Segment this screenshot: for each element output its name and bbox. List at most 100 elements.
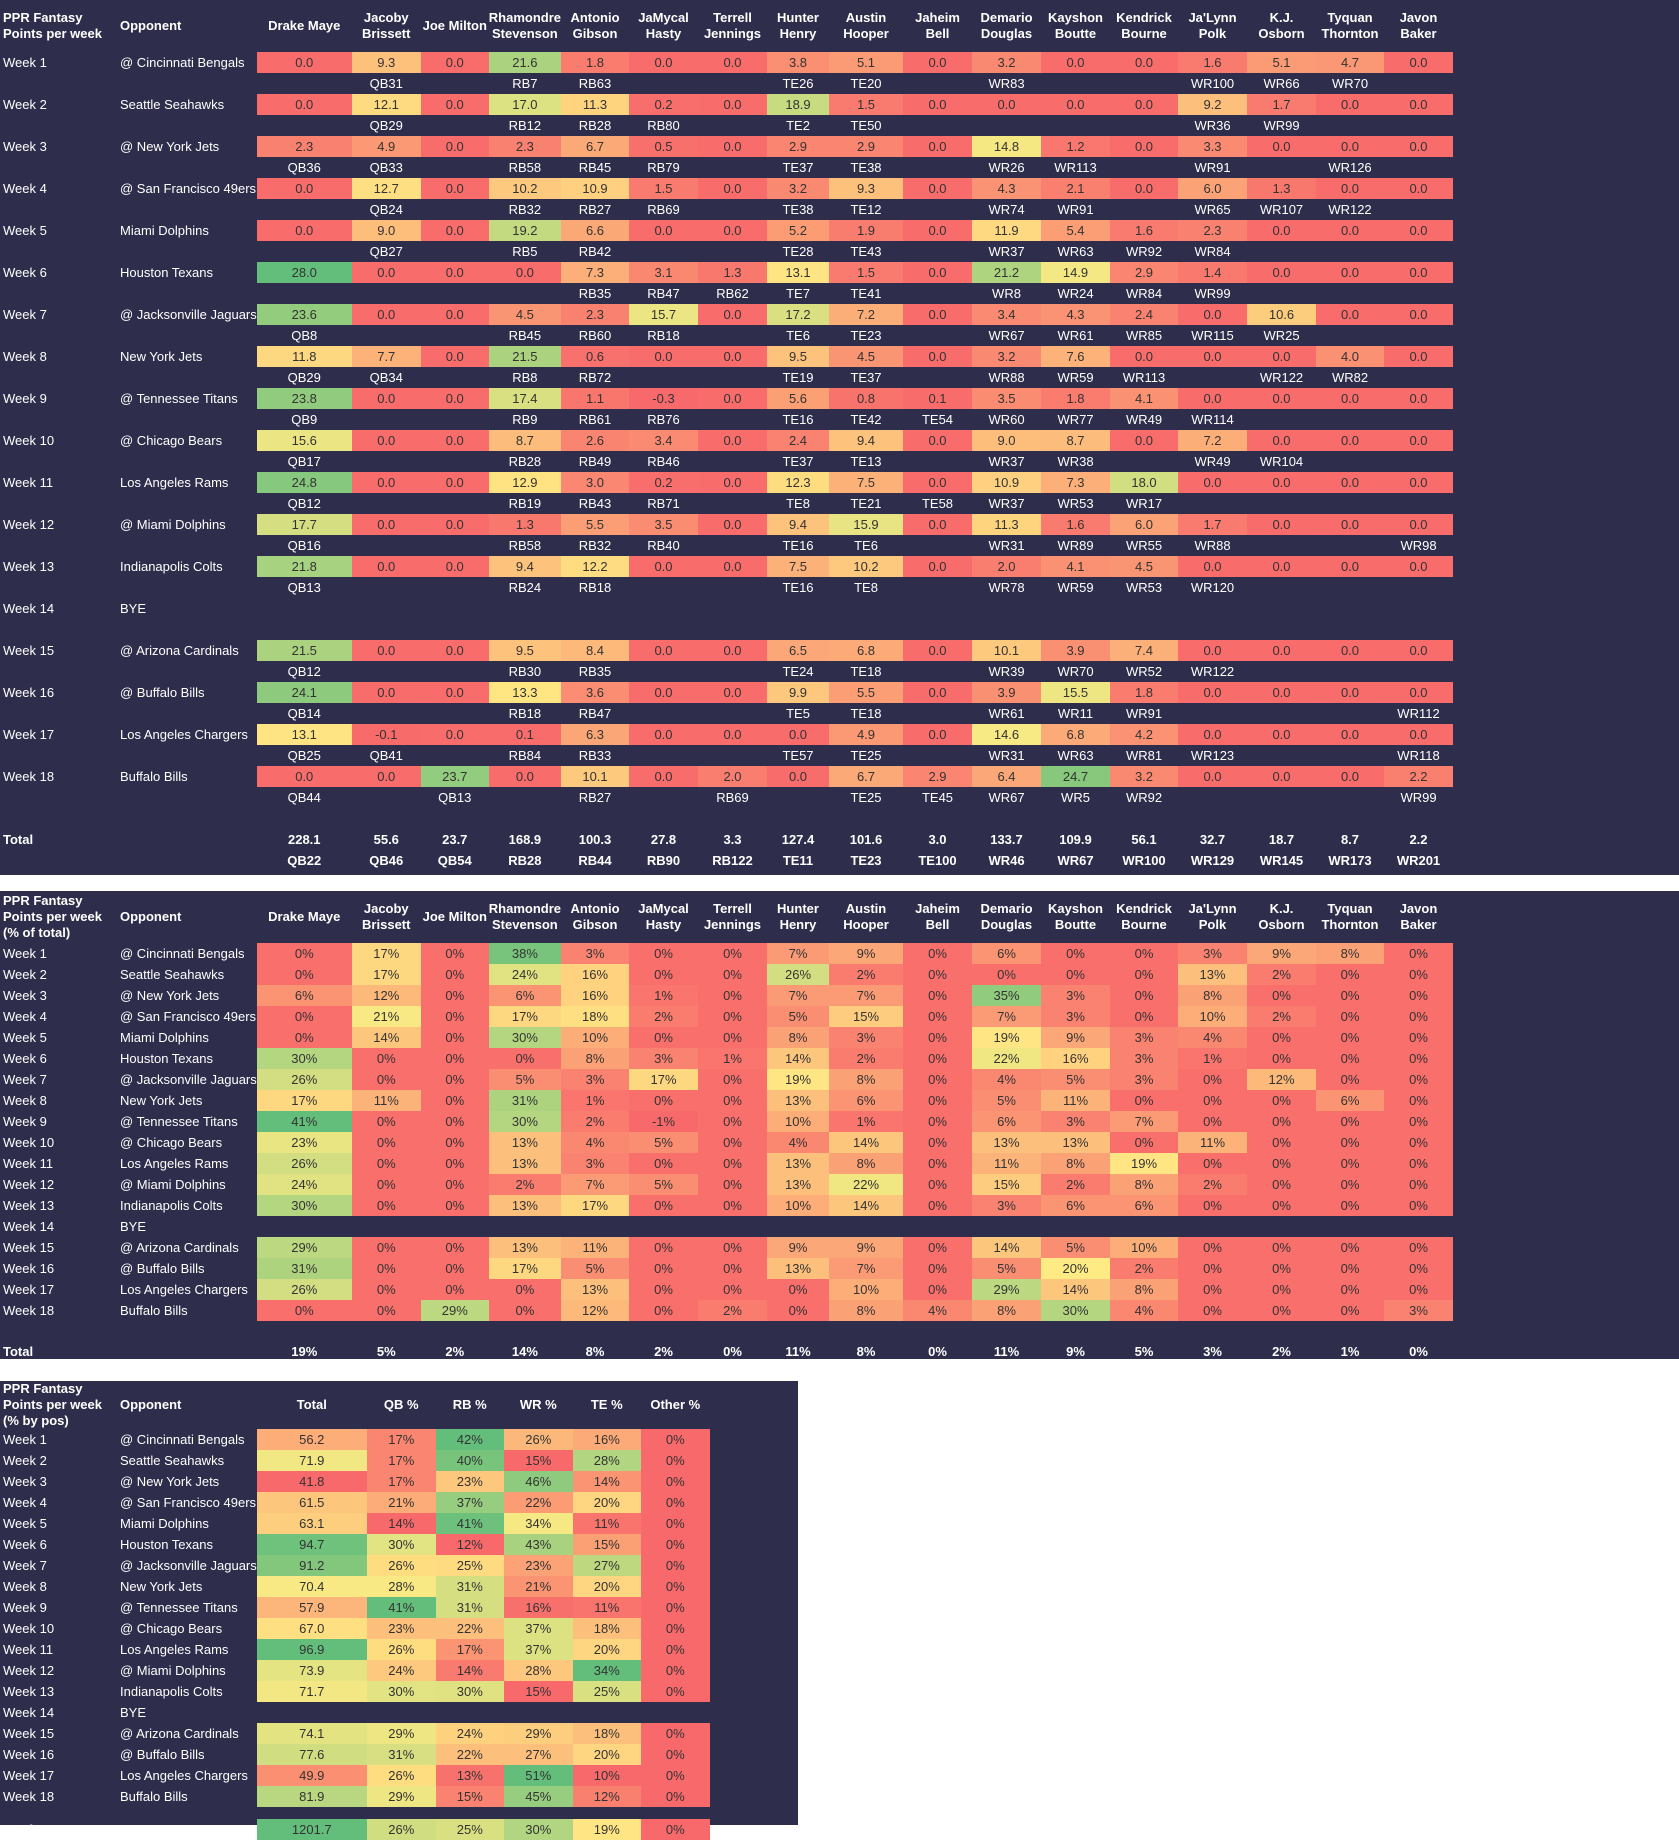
- rank-cell: QB44: [287, 790, 321, 805]
- empty-cell: [421, 1321, 489, 1341]
- percent-cell: 0%: [1316, 1132, 1384, 1153]
- points-cell: 2.9: [1110, 262, 1178, 283]
- rank-cell: WR113: [1054, 160, 1097, 175]
- opponent-label: @ Buffalo Bills: [120, 1747, 205, 1762]
- points-cell: 10.6: [1247, 304, 1316, 325]
- empty-cell: [117, 199, 257, 220]
- empty-cell: [0, 157, 117, 178]
- rank-cell: RB40: [647, 538, 680, 553]
- points-cell: 0.0: [351, 388, 421, 409]
- percent-cell: 31%: [488, 1090, 561, 1111]
- percent-cell: 0%: [903, 1090, 972, 1111]
- points-cell: 0.8: [829, 388, 903, 409]
- table-row: Week 7 @ Jacksonville Jaguars 91.2 26% 25% 23…: [0, 1555, 710, 1576]
- percent-cell: 0%: [903, 1048, 972, 1069]
- position-cell: 57.9: [256, 1597, 367, 1618]
- percent-cell: 0%: [903, 1006, 972, 1027]
- player-header-k-j-osborn: K.J. Osborn: [1258, 10, 1305, 41]
- points-cell: 0.6: [561, 346, 629, 367]
- percent-cell: 0%: [420, 943, 489, 964]
- percent-cell: 17%: [351, 943, 421, 964]
- opponent-label: @ Arizona Cardinals: [120, 1726, 239, 1741]
- empty-cell: [117, 577, 257, 598]
- empty-cell: [0, 73, 117, 94]
- percent-cell: 4%: [972, 1069, 1041, 1090]
- rank-cell: [1384, 283, 1453, 304]
- percent-cell: 0%: [1384, 1153, 1453, 1174]
- points-cell: 0.0: [420, 682, 489, 703]
- table-row: Week 10 @ Chicago Bears 67.0 23% 22% 37% 18% 0%: [0, 1618, 710, 1639]
- percent-cell: 16%: [561, 985, 629, 1006]
- percent-cell: 21%: [351, 1006, 421, 1027]
- table-row: Week 15 @ Arizona Cardinals 74.1 29% 24% 29% 1…: [0, 1723, 710, 1744]
- points-cell: 7.2: [1178, 430, 1247, 451]
- position-cell: 22%: [503, 1492, 573, 1513]
- points-cell: 28.0: [256, 262, 352, 283]
- percent-cell: 8%: [1041, 1153, 1110, 1174]
- rank-cell: RB7: [512, 76, 538, 91]
- points-cell: 12.1: [351, 94, 421, 115]
- week-label: Week 17: [3, 1282, 55, 1297]
- rank-cell: WR120: [1190, 580, 1235, 595]
- rank-cell: WR25: [1263, 328, 1300, 343]
- rank-cell: [421, 367, 489, 388]
- percent-cell: 5%: [1041, 1069, 1110, 1090]
- percent-cell: 13%: [488, 1195, 561, 1216]
- empty-cell: [1041, 619, 1110, 640]
- rank-cell: WR89: [1057, 538, 1094, 553]
- points-cell: -0.1: [351, 724, 421, 745]
- rank-cell: RB24: [508, 580, 542, 595]
- rank-cell: WR78: [988, 580, 1025, 595]
- percent-cell: 0%: [351, 1069, 421, 1090]
- points-cell: 0.0: [1247, 556, 1316, 577]
- percent-cell: 19%: [972, 1027, 1041, 1048]
- rank-cell: [1110, 451, 1178, 472]
- player-header-joe-milton: Joe Milton: [422, 18, 487, 33]
- percent-cell: 3%: [1110, 1069, 1178, 1090]
- player-header-kendrick-bourne: Kendrick Bourne: [1116, 10, 1172, 41]
- position-cell: 22%: [435, 1744, 504, 1765]
- rank-cell: TE20: [850, 76, 882, 91]
- opponent-label: Houston Texans: [120, 265, 213, 280]
- points-cell: 0.0: [698, 136, 767, 157]
- table-row: Week 5 Miami Dolphins 0% 14% 0% 30% 10% 0% 0% 8% 3…: [0, 1027, 1453, 1048]
- opponent-label: Houston Texans: [120, 1051, 213, 1066]
- percent-cell: 2%: [1247, 964, 1316, 985]
- points-cell: 1.3: [488, 514, 561, 535]
- rank-cell: [903, 661, 972, 682]
- rank-cell: WR82: [1331, 370, 1369, 385]
- opponent-label: Los Angeles Rams: [120, 1156, 229, 1171]
- percent-cell: 11%: [1041, 1090, 1110, 1111]
- rank-cell: WR99: [1263, 118, 1300, 133]
- rank-cell: [903, 577, 972, 598]
- opponent-label: @ Cincinnati Bengals: [120, 1432, 245, 1447]
- percent-cell: 3%: [561, 1069, 629, 1090]
- percent-cell: 5%: [561, 1258, 629, 1279]
- percent-cell: 38%: [488, 943, 561, 964]
- rank-cell: QB24: [369, 202, 403, 217]
- rank-cell: RB28: [508, 454, 542, 469]
- points-cell: 0.0: [1110, 136, 1178, 157]
- position-cell: 61.5: [256, 1492, 367, 1513]
- points-cell: 1.9: [829, 220, 903, 241]
- empty-cell: [352, 598, 421, 619]
- rank-cell: RB32: [508, 202, 542, 217]
- points-cell: 0.0: [1316, 766, 1384, 787]
- empty-cell: [257, 1702, 367, 1723]
- percent-cell: 7%: [767, 943, 829, 964]
- position-cell: 27%: [572, 1555, 641, 1576]
- percent-cell: 30%: [1041, 1300, 1110, 1321]
- opponent-label: BYE: [120, 1219, 147, 1234]
- percent-cell: 0%: [629, 1027, 698, 1048]
- points-cell: 0.0: [1384, 346, 1453, 367]
- empty-cell: [972, 808, 1041, 829]
- table-row: Week 14 BYE: [0, 1216, 1453, 1237]
- points-cell: 12.3: [767, 472, 829, 493]
- points-cell: 0.0: [1316, 388, 1384, 409]
- rank-cell: [1247, 493, 1316, 514]
- points-cell: 0.0: [1247, 262, 1316, 283]
- percent-cell: 3%: [561, 943, 629, 964]
- percent-cell: 0%: [1247, 1279, 1316, 1300]
- table-row: Week 5 Miami Dolphins 0.0 9.0 0.0 19.2 6.6 0.0 0…: [0, 220, 1453, 241]
- opponent-label: Buffalo Bills: [120, 769, 188, 784]
